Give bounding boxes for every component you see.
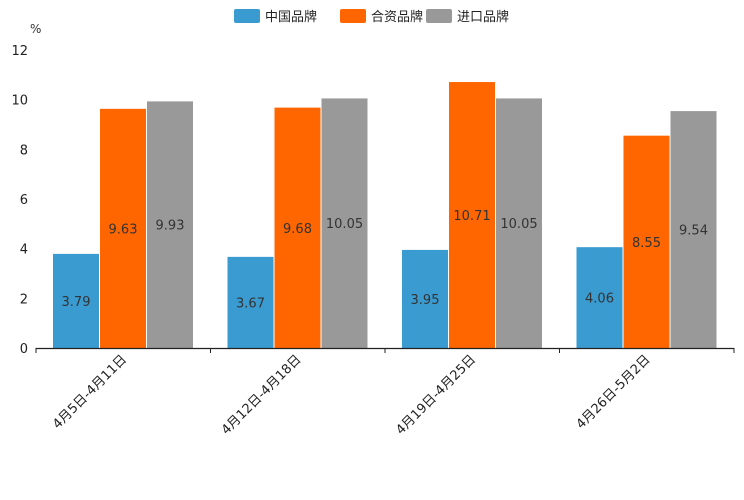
- legend-item[interactable]: 合资品牌: [340, 9, 423, 25]
- x-axis: 4月5日-4月11日 4月12日-4月18日 4月19日-4月25日 4月26日-5月…: [35, 347, 735, 438]
- bar: [227, 256, 274, 348]
- y-tick-label: 0: [20, 342, 28, 357]
- bar: [670, 111, 717, 348]
- bar: [496, 98, 542, 348]
- bar: [623, 135, 670, 348]
- bar-value-label: 9.93: [156, 219, 185, 234]
- bar: [53, 253, 99, 348]
- legend-swatch: [340, 9, 366, 23]
- legend: 中国品牌 合资品牌 进口品牌: [234, 9, 509, 25]
- y-axis-unit-label: %: [30, 22, 41, 36]
- bar-value-label: 8.55: [632, 236, 661, 251]
- bar-value-label: 3.79: [62, 295, 91, 310]
- legend-item[interactable]: 中国品牌: [234, 9, 317, 25]
- y-tick-label: 2: [20, 292, 28, 307]
- x-tick-label: 4月5日-4月11日: [50, 352, 130, 432]
- y-axis: 0 2 4 6 8 10 12: [11, 44, 28, 357]
- legend-label: 合资品牌: [371, 9, 423, 25]
- bar-value-label: 3.95: [411, 293, 440, 308]
- bar: [576, 247, 623, 348]
- legend-item[interactable]: 进口品牌: [426, 9, 509, 25]
- y-tick-label: 6: [20, 193, 28, 208]
- bar-value-label: 9.68: [283, 222, 312, 237]
- y-tick-label: 8: [20, 143, 28, 158]
- bar-value-label: 10.05: [326, 217, 363, 232]
- bar: [274, 107, 321, 348]
- y-tick-label: 12: [11, 44, 28, 59]
- legend-swatch: [234, 9, 260, 23]
- bar-value-label: 10.71: [453, 209, 490, 224]
- bar: [402, 249, 448, 348]
- y-tick-label: 10: [11, 94, 28, 109]
- bars: 3.79 9.63 9.93 3.67 9.68 10.05 3.95 10.71 10.05 4…: [53, 82, 717, 348]
- x-tick-label: 4月26日-5月2日: [574, 352, 654, 432]
- x-tick-label: 4月12日-4月18日: [219, 352, 305, 438]
- bar-value-label: 3.67: [236, 296, 265, 311]
- legend-label: 进口品牌: [457, 9, 509, 25]
- legend-swatch: [426, 9, 452, 23]
- x-tick-label: 4月19日-4月25日: [393, 352, 479, 438]
- bar-value-label: 9.63: [109, 222, 138, 237]
- y-tick-label: 4: [20, 243, 28, 258]
- bar: [147, 101, 193, 348]
- bar: [321, 98, 368, 348]
- bar-value-label: 4.06: [585, 292, 614, 307]
- bar: [100, 108, 146, 348]
- bar-value-label: 10.05: [500, 217, 537, 232]
- bar: [449, 82, 495, 348]
- legend-label: 中国品牌: [265, 9, 317, 25]
- bar-value-label: 9.54: [679, 224, 708, 239]
